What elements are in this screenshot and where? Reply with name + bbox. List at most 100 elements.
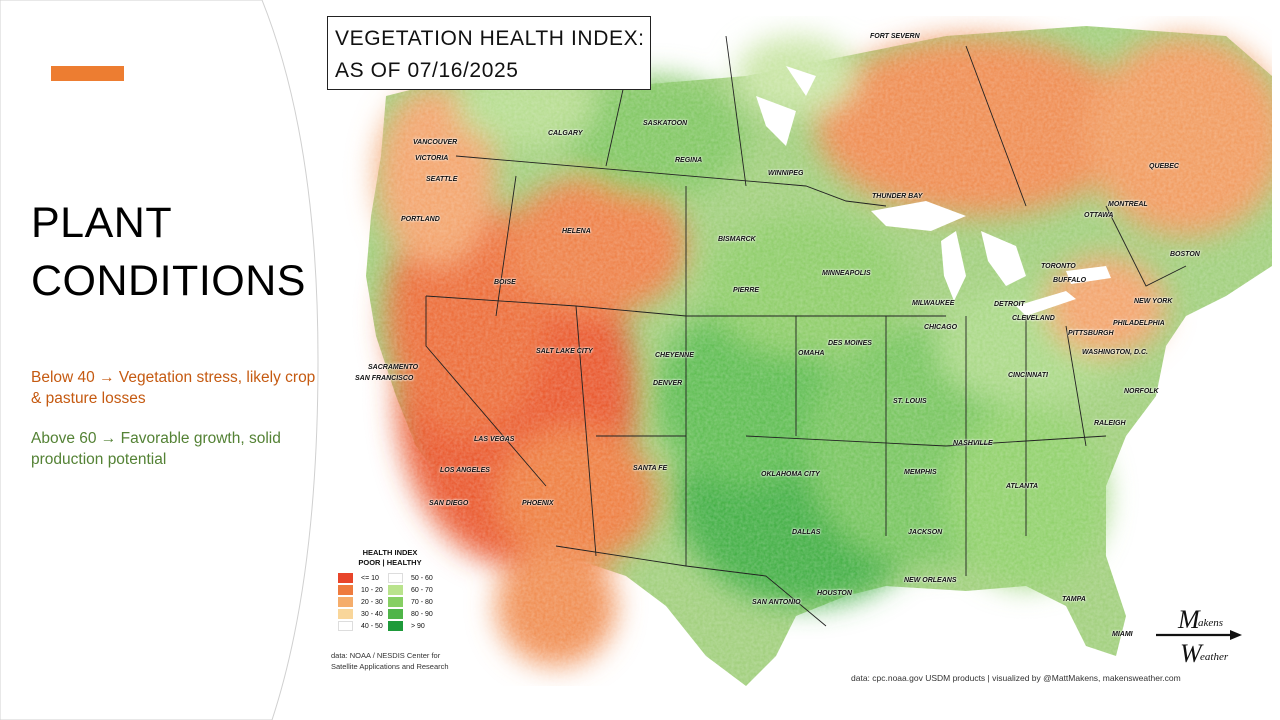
- city-label: HOUSTON: [817, 590, 852, 597]
- slide-title-line2: CONDITIONS: [31, 257, 306, 305]
- speckle-texture: [326, 16, 1272, 686]
- city-label: WASHINGTON, D.C.: [1082, 349, 1148, 356]
- city-label: BOISE: [494, 279, 516, 286]
- city-label: JACKSON: [908, 529, 943, 536]
- city-label: OKLAHOMA CITY: [761, 471, 820, 478]
- map-title-line2: AS OF 07/16/2025: [335, 59, 519, 82]
- legend-swatch: [338, 621, 353, 631]
- city-label: BUFFALO: [1053, 277, 1087, 284]
- city-label: FORT SEVERN: [870, 33, 920, 40]
- svg-text:M: M: [1177, 605, 1201, 634]
- city-label: PIERRE: [733, 287, 760, 294]
- city-label: RALEIGH: [1094, 420, 1126, 427]
- legend-label: 50 - 60: [411, 574, 433, 582]
- city-label: ST. LOUIS: [893, 398, 927, 405]
- city-label: DES MOINES: [828, 340, 872, 347]
- legend-label: 20 - 30: [361, 598, 383, 606]
- legend-swatch: [388, 597, 403, 607]
- legend-label: 60 - 70: [411, 586, 433, 594]
- source-credit-right: data: cpc.noaa.gov USDM products | visua…: [851, 673, 1181, 683]
- svg-text:eather: eather: [1200, 651, 1229, 663]
- city-label: SANTA FE: [633, 465, 668, 472]
- city-label: TAMPA: [1062, 596, 1086, 603]
- slide-title-line1: PLANT: [31, 199, 173, 247]
- note-below-40: Below 40 → Vegetation stress, likely cro…: [31, 369, 316, 407]
- city-label: OMAHA: [798, 350, 825, 357]
- city-label: SACRAMENTO: [368, 364, 419, 371]
- city-label: SEATTLE: [426, 176, 458, 183]
- legend-label: 10 - 20: [361, 586, 383, 594]
- map-legend: HEALTH INDEX POOR | HEALTHY <= 10 50 - 60…: [338, 548, 442, 631]
- source-credit-left: data: NOAA / NESDIS Center for Satellite…: [331, 651, 449, 671]
- legend-swatch: [388, 573, 403, 583]
- legend-title-line1: HEALTH INDEX: [362, 548, 418, 557]
- legend-item: 60 - 70: [388, 585, 438, 595]
- map-canvas: [326, 16, 1272, 686]
- state-borders: [425, 35, 1187, 627]
- city-label: SAN ANTONIO: [752, 599, 801, 606]
- legend-label: 80 - 90: [411, 610, 433, 618]
- legend-item: 10 - 20: [338, 585, 388, 595]
- legend-item: 20 - 30: [338, 597, 388, 607]
- city-label: BOSTON: [1170, 251, 1200, 258]
- city-label: OTTAWA: [1084, 212, 1114, 219]
- legend-item: <= 10: [338, 573, 388, 583]
- legend-item: 50 - 60: [388, 573, 438, 583]
- city-label: CINCINNATI: [1008, 372, 1048, 379]
- city-label: MILWAUKEE: [912, 300, 955, 307]
- legend-item: 40 - 50: [338, 621, 388, 631]
- city-label: PORTLAND: [401, 216, 440, 223]
- city-label: SALT LAKE CITY: [536, 348, 593, 355]
- note-above-60: Above 60 → Favorable growth, solid produ…: [31, 430, 281, 468]
- city-label: DALLAS: [792, 529, 821, 536]
- city-label: THUNDER BAY: [872, 193, 923, 200]
- city-label: CHEYENNE: [655, 352, 694, 359]
- city-label: BISMARCK: [718, 236, 756, 243]
- city-label: VICTORIA: [415, 155, 449, 162]
- legend-label: > 90: [411, 622, 425, 630]
- city-label: MINNEAPOLIS: [822, 270, 871, 277]
- city-label: NASHVILLE: [953, 440, 993, 447]
- svg-text:akens: akens: [1198, 617, 1223, 629]
- legend-item: > 90: [388, 621, 438, 631]
- legend-item: 80 - 90: [388, 609, 438, 619]
- legend-swatch: [388, 609, 403, 619]
- city-label: CLEVELAND: [1012, 315, 1055, 322]
- city-label: MONTREAL: [1108, 201, 1148, 208]
- legend-label: <= 10: [361, 574, 379, 582]
- city-label: CALGARY: [548, 130, 583, 137]
- city-label: MEMPHIS: [904, 469, 937, 476]
- city-label: SAN FRANCISCO: [355, 375, 414, 382]
- legend-swatch: [338, 585, 353, 595]
- city-label: PHILADELPHIA: [1113, 320, 1165, 327]
- city-label: HELENA: [562, 228, 591, 235]
- slide-title: PLANT CONDITIONS: [31, 194, 306, 310]
- legend-swatch: [338, 609, 353, 619]
- city-label: NEW ORLEANS: [904, 577, 957, 584]
- great-lakes: [756, 66, 1111, 316]
- legend-item: 70 - 80: [388, 597, 438, 607]
- legend-label: 40 - 50: [361, 622, 383, 630]
- left-panel-curve: [0, 0, 319, 720]
- map-title-line1: VEGETATION HEALTH INDEX:: [335, 27, 645, 50]
- vegetation-map: [326, 16, 1272, 686]
- city-label: MIAMI: [1112, 631, 1133, 638]
- city-label: CHICAGO: [924, 324, 958, 331]
- city-label: REGINA: [675, 157, 703, 164]
- legend-item: 30 - 40: [338, 609, 388, 619]
- city-label: QUEBEC: [1149, 163, 1179, 170]
- legend-label: 30 - 40: [361, 610, 383, 618]
- city-label: DETROIT: [994, 301, 1025, 308]
- legend-swatch: [388, 621, 403, 631]
- legend-swatch: [338, 573, 353, 583]
- svg-text:W: W: [1180, 639, 1204, 668]
- accent-bar: [51, 66, 124, 81]
- city-label: TORONTO: [1041, 263, 1076, 270]
- legend-title-line2: POOR | HEALTHY: [358, 558, 422, 567]
- city-label: ATLANTA: [1006, 483, 1039, 490]
- city-label: SAN DIEGO: [429, 500, 469, 507]
- city-label: SASKATOON: [643, 120, 688, 127]
- city-label: WINNIPEG: [768, 170, 804, 177]
- city-label: DENVER: [653, 380, 683, 387]
